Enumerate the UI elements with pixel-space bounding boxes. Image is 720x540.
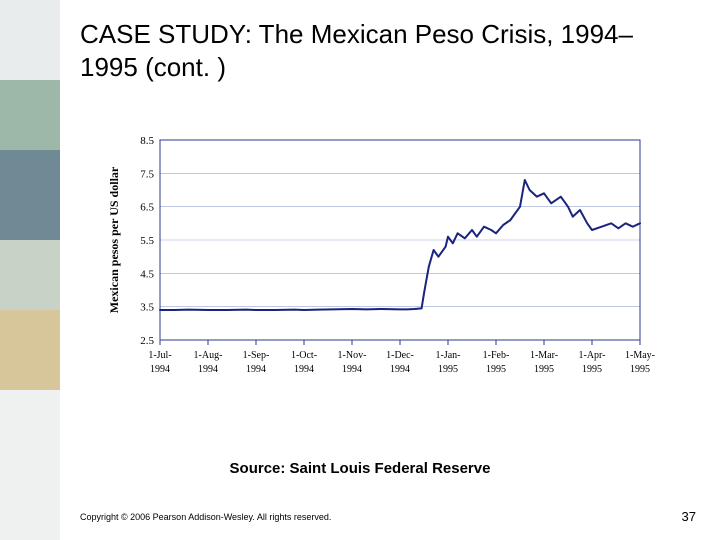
svg-text:1994: 1994: [198, 364, 218, 375]
slide-title: CASE STUDY: The Mexican Peso Crisis, 199…: [80, 18, 680, 83]
svg-text:1-Aug-: 1-Aug-: [194, 350, 223, 361]
svg-text:1-Jul-: 1-Jul-: [148, 350, 171, 361]
svg-text:4.5: 4.5: [140, 268, 154, 280]
svg-text:8.5: 8.5: [140, 135, 154, 147]
svg-text:1994: 1994: [390, 364, 410, 375]
decor-stripe: [0, 240, 60, 310]
svg-text:1994: 1994: [150, 364, 170, 375]
page-number: 37: [682, 509, 696, 524]
peso-chart: 2.5 3.5 4.5 5.5 6.5 7.5 8.5 1-Jul- 1994 1-Aug- 199…: [100, 130, 660, 410]
svg-text:1-Feb-: 1-Feb-: [483, 350, 510, 361]
slide: CASE STUDY: The Mexican Peso Crisis, 199…: [0, 0, 720, 540]
svg-text:6.5: 6.5: [140, 202, 154, 214]
svg-text:1995: 1995: [534, 364, 554, 375]
svg-text:2.5: 2.5: [140, 335, 154, 347]
svg-text:1994: 1994: [342, 364, 362, 375]
decor-stripe: [0, 0, 60, 80]
decor-stripe: [0, 310, 60, 390]
svg-text:1-Nov-: 1-Nov-: [338, 350, 367, 361]
svg-text:1-Mar-: 1-Mar-: [530, 350, 558, 361]
svg-text:1-Sep-: 1-Sep-: [243, 350, 270, 361]
svg-text:1994: 1994: [294, 364, 314, 375]
decor-stripe: [0, 80, 60, 150]
svg-text:5.5: 5.5: [140, 235, 154, 247]
svg-text:1-Apr-: 1-Apr-: [578, 350, 605, 361]
svg-text:1-Dec-: 1-Dec-: [386, 350, 414, 361]
decor-stripe: [0, 150, 60, 240]
svg-text:1-Oct-: 1-Oct-: [291, 350, 317, 361]
svg-text:1994: 1994: [246, 364, 266, 375]
svg-text:1995: 1995: [630, 364, 650, 375]
source-line: Source: Saint Louis Federal Reserve: [0, 460, 720, 477]
left-decor: [0, 0, 60, 540]
svg-text:1-Jan-: 1-Jan-: [436, 350, 461, 361]
copyright-line: Copyright © 2006 Pearson Addison-Wesley.…: [80, 512, 331, 522]
svg-text:1995: 1995: [438, 364, 458, 375]
svg-text:1-May-: 1-May-: [625, 350, 655, 361]
svg-text:7.5: 7.5: [140, 168, 154, 180]
svg-text:1995: 1995: [582, 364, 602, 375]
chart-svg: 2.5 3.5 4.5 5.5 6.5 7.5 8.5 1-Jul- 1994 1-Aug- 199…: [100, 130, 660, 410]
svg-text:Mexican pesos per US dollar: Mexican pesos per US dollar: [107, 166, 121, 313]
svg-text:1995: 1995: [486, 364, 506, 375]
svg-text:3.5: 3.5: [140, 302, 154, 314]
